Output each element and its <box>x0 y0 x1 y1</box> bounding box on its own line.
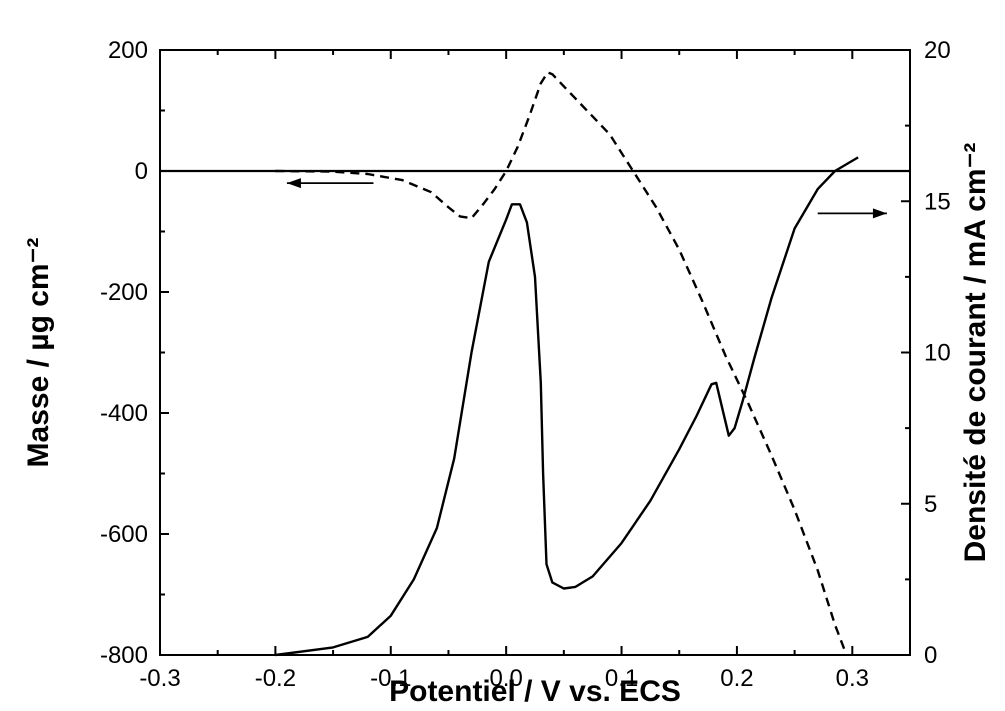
x-tick-label: 0.2 <box>720 665 753 692</box>
y-left-axis-title: Masse / µg cm⁻² <box>22 238 55 468</box>
x-axis-title: Potentiel / V vs. ECS <box>389 675 681 708</box>
y-left-tick-label: -400 <box>100 400 148 427</box>
y-right-tick-label: 15 <box>924 188 951 215</box>
x-tick-label: 0.3 <box>836 665 869 692</box>
y-right-tick-label: 10 <box>924 340 951 367</box>
y-right-tick-label: 20 <box>924 37 951 64</box>
current-series-line <box>275 156 859 657</box>
arrow-head <box>872 208 887 219</box>
x-tick-label: 0.0 <box>489 665 522 692</box>
x-tick-label: -0.2 <box>255 665 296 692</box>
x-tick-label: 0.1 <box>605 665 638 692</box>
x-tick-label: -0.3 <box>139 665 180 692</box>
mass-series-line <box>275 71 848 656</box>
y-right-tick-label: 0 <box>924 642 937 669</box>
y-right-tick-label: 5 <box>924 491 937 518</box>
y-left-tick-label: 200 <box>108 37 148 64</box>
y-right-axis-title: Densité de courant / mA cm⁻² <box>959 143 992 563</box>
y-left-tick-label: 0 <box>135 158 148 185</box>
x-tick-label: -0.1 <box>370 665 411 692</box>
y-left-tick-label: -800 <box>100 642 148 669</box>
arrow-head <box>286 178 301 189</box>
plot-frame <box>159 49 911 656</box>
y-left-tick-label: -600 <box>100 521 148 548</box>
y-left-tick-label: -200 <box>100 279 148 306</box>
